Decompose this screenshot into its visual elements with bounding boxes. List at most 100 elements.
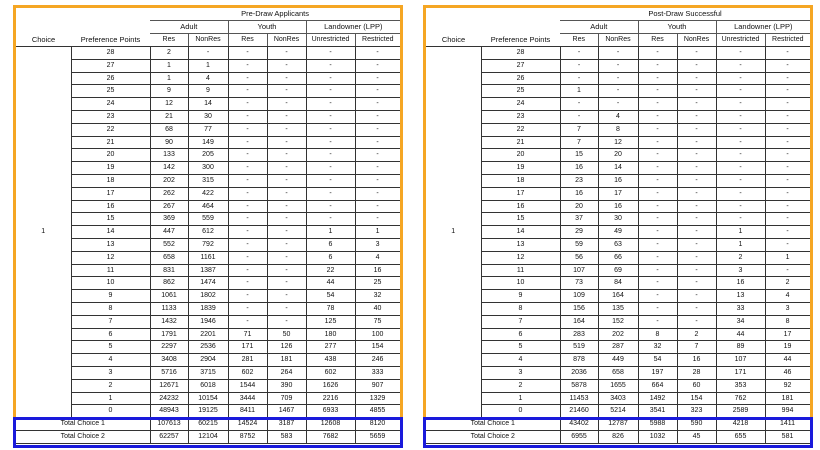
adult-nonres-cell: 12 — [597, 135, 639, 150]
adult-nonres-cell: 422 — [187, 186, 229, 201]
youth-group-header: Youth — [637, 20, 716, 34]
adult-res-cell: 90 — [149, 135, 189, 150]
preference-points-cell: 4 — [480, 353, 561, 367]
adult-res-cell: 24232 — [149, 391, 189, 406]
youth-nonres-cell: 390 — [266, 378, 307, 393]
adult-nonres-cell: 4 — [597, 109, 639, 124]
lpp-restricted-cell: 154 — [354, 340, 401, 355]
adult-res-cell: 156 — [559, 301, 599, 316]
youth-nonres-cell: 2 — [676, 327, 717, 342]
table-row: 25 9 9- - - - — [16, 84, 401, 99]
lpp-restricted-cell: 32 — [354, 289, 401, 303]
adult-res-cell: 16 — [559, 161, 599, 175]
preference-points-cell: 18 — [70, 173, 151, 188]
youth-res-cell: - — [637, 109, 678, 124]
adult-nonres-cell: 1 — [187, 58, 229, 73]
table-row: 6 1791 2201 71 50 180 100 — [16, 327, 401, 342]
youth-res-cell: - — [227, 84, 268, 99]
youth-res-cell: - — [637, 173, 678, 188]
table-row: 15 37 30- - - - — [426, 212, 811, 227]
preference-points-cell: 26 — [70, 71, 151, 86]
youth-res-cell: 3541 — [637, 404, 678, 419]
adult-nonres-cell: 8 — [597, 122, 639, 137]
adult-nonres-cell: 19125 — [187, 404, 229, 419]
preference-points-cell: 20 — [480, 148, 561, 163]
preference-points-cell: 2 — [480, 378, 561, 393]
lpp-restricted-cell: - — [764, 186, 811, 201]
preference-points-cell: 0 — [480, 404, 561, 419]
table-row: 17 262 422- - - - — [16, 186, 401, 201]
total-adult-res-cell: 107613 — [149, 417, 189, 432]
adult-nonres-cell: 2536 — [187, 340, 229, 355]
preference-points-cell: 25 — [70, 84, 151, 99]
adult-nonres-cell: 1802 — [187, 289, 229, 303]
youth-nonres-cell: - — [676, 97, 717, 111]
youth-res-cell: 71 — [227, 327, 268, 342]
table-row: 14 447 612- -1 1 — [16, 225, 401, 239]
adult-nonres-cell: - — [597, 46, 639, 60]
table-row: 4 878 449 54 16 107 44 — [426, 353, 811, 367]
total-lpp-restricted-cell: 1411 — [764, 417, 811, 432]
lpp-unrestricted-cell: 1 — [715, 225, 766, 239]
lpp-unrestricted-cell: - — [305, 199, 356, 214]
youth-res-cell: - — [637, 212, 678, 227]
youth-res-cell: - — [637, 263, 678, 278]
youth-nonres-cell: - — [676, 314, 717, 329]
lpp-restricted-cell: 1 — [764, 250, 811, 265]
adult-res-cell: 12671 — [149, 378, 189, 393]
adult-res-cell: 23 — [559, 173, 599, 188]
lpp-restricted-cell: - — [764, 71, 811, 86]
choice-value: 1 — [16, 45, 71, 418]
adult-nonres-cell: 1839 — [187, 301, 229, 316]
table-row: 7 164 152- -34 8 — [426, 314, 811, 329]
adult-nonres-cell: 6018 — [187, 378, 229, 393]
youth-nonres-cell: - — [266, 58, 307, 73]
lpp-unrestricted-cell: - — [715, 161, 766, 175]
total-lpp-unrestricted-cell: 7682 — [305, 430, 356, 445]
youth-res-cell: - — [227, 46, 268, 60]
youth-nonres-header: NonRes — [676, 33, 716, 47]
youth-res-cell: - — [227, 122, 268, 137]
table-row: 23-4- - - - — [426, 109, 811, 124]
lpp-unrestricted-cell: - — [715, 212, 766, 227]
table-row: 13 552 792- -6 3 — [16, 237, 401, 252]
table-row: 21 90 149- - - - — [16, 135, 401, 150]
youth-nonres-cell: - — [266, 263, 307, 278]
adult-res-cell: 142 — [149, 161, 189, 175]
lpp-unrestricted-cell: 1 — [305, 225, 356, 239]
adult-res-cell: 3408 — [149, 353, 189, 367]
lpp-unrestricted-cell: - — [305, 109, 356, 124]
lpp-unrestricted-cell: 44 — [715, 327, 766, 342]
youth-res-cell: - — [227, 212, 268, 227]
lpp-unrestricted-cell: - — [715, 46, 766, 60]
lpp-unrestricted-cell: 16 — [715, 276, 766, 291]
points-header: Preference Points — [481, 33, 560, 47]
total-youth-nonres-cell: 583 — [266, 430, 307, 445]
adult-nonres-cell: 300 — [187, 161, 229, 175]
adult-res-cell: 7 — [559, 122, 599, 137]
lpp-unrestricted-cell: - — [305, 58, 356, 73]
adult-nonres-cell: 14 — [597, 161, 639, 175]
adult-nonres-cell: 3715 — [187, 365, 229, 380]
total-lpp-unrestricted-cell: 12608 — [305, 417, 356, 432]
youth-nonres-cell: 1467 — [266, 404, 307, 419]
lpp-unrestricted-cell: - — [715, 109, 766, 124]
choice-header: Choice — [16, 33, 71, 47]
preference-points-cell: 16 — [70, 199, 151, 214]
adult-res-cell: 1133 — [149, 301, 189, 316]
lpp-restricted-cell: - — [354, 135, 401, 150]
lpp-restricted-cell: - — [764, 122, 811, 137]
adult-res-cell: 2 — [149, 46, 189, 60]
table-row: 27- - - - - - — [426, 58, 811, 73]
youth-res-cell: - — [227, 173, 268, 188]
lpp-restricted-cell: - — [354, 186, 401, 201]
restricted-header: Restricted — [354, 33, 401, 47]
lpp-restricted-cell: - — [764, 161, 811, 175]
total-adult-res-cell: 62257 — [149, 430, 189, 445]
youth-nonres-cell: - — [266, 84, 307, 99]
lpp-restricted-cell: - — [354, 122, 401, 137]
preference-points-cell: 27 — [70, 58, 151, 73]
table-row: 8 156 135- -33 3 — [426, 301, 811, 316]
table-row: 5 2297 2536 171 126 277 154 — [16, 340, 401, 355]
table-row: 12 56 66- -2 1 — [426, 250, 811, 265]
